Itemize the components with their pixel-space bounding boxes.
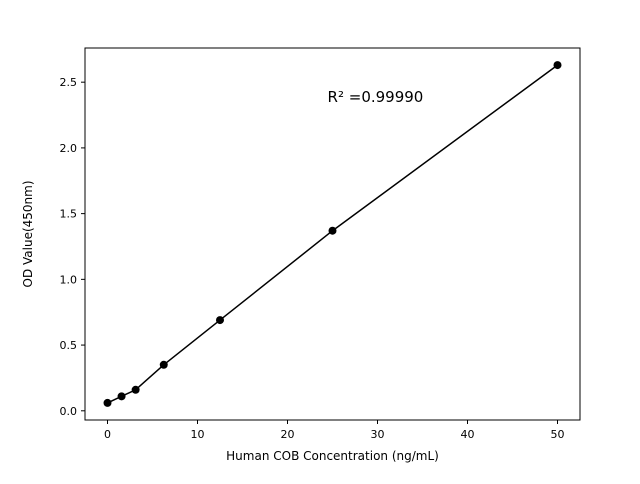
y-tick-label: 2.0 bbox=[60, 142, 78, 155]
plot-frame bbox=[84, 47, 581, 421]
x-tick-label: 40 bbox=[461, 428, 475, 441]
r-squared-annotation: R² =0.99990 bbox=[328, 88, 424, 106]
x-tick-label: 0 bbox=[104, 428, 111, 441]
y-tick-label: 2.5 bbox=[60, 76, 78, 89]
y-tick-label: 0.0 bbox=[60, 405, 78, 418]
x-tick-label: 30 bbox=[371, 428, 385, 441]
chart-generated-layer: 0 10 20 30 40 50 0.0 0.5 1.0 1.5 2.0 2.5 bbox=[60, 47, 581, 441]
x-tick-label: 10 bbox=[191, 428, 205, 441]
data-point bbox=[131, 385, 140, 394]
y-axis-label: OD Value(450nm) bbox=[21, 180, 35, 287]
y-tick-label: 1.0 bbox=[60, 273, 78, 286]
data-point bbox=[328, 226, 337, 235]
data-point bbox=[117, 392, 126, 401]
data-point bbox=[103, 398, 112, 407]
data-point bbox=[553, 61, 562, 70]
x-tick-label: 50 bbox=[551, 428, 565, 441]
y-tick-label: 0.5 bbox=[60, 339, 78, 352]
x-axis-label: Human COB Concentration (ng/mL) bbox=[226, 449, 439, 463]
y-tick-label: 1.5 bbox=[60, 208, 78, 221]
data-point bbox=[216, 316, 224, 325]
x-tick-label: 20 bbox=[281, 428, 295, 441]
data-point bbox=[159, 360, 168, 369]
